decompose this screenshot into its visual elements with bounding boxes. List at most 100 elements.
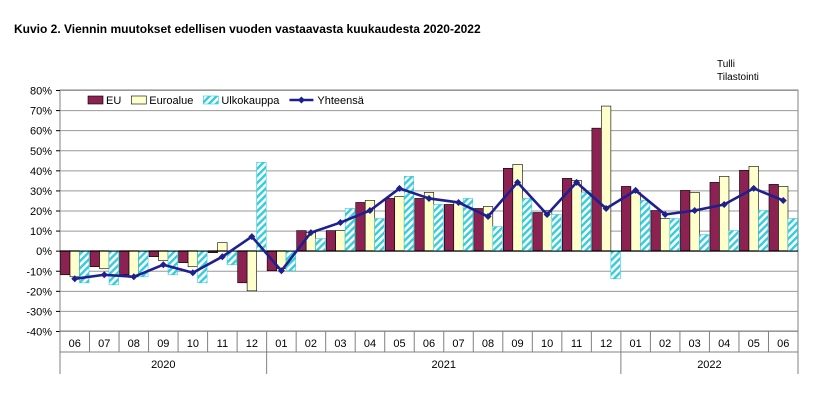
bar-ulkokauppa bbox=[374, 218, 385, 251]
chart-title: Kuvio 2. Viennin muutokset edellisen vuo… bbox=[14, 22, 481, 36]
bar-ulkokauppa bbox=[522, 198, 533, 251]
total-line-point bbox=[159, 261, 167, 269]
total-line-point bbox=[248, 233, 256, 241]
total-line-point bbox=[691, 207, 699, 214]
bar-euroalue bbox=[69, 250, 80, 278]
bar-euroalue bbox=[335, 230, 346, 251]
x-tick-label: 11 bbox=[217, 338, 228, 350]
y-tick-label: 0% bbox=[36, 246, 52, 258]
y-tick-label: 20% bbox=[30, 206, 52, 218]
y-tick-label: 60% bbox=[30, 126, 52, 138]
x-tick-label: 04 bbox=[364, 338, 376, 350]
total-line-point bbox=[100, 271, 108, 279]
bar-eu bbox=[503, 168, 514, 251]
total-line-point bbox=[750, 184, 758, 192]
x-tick-label: 07 bbox=[98, 338, 110, 350]
bar-eu bbox=[60, 250, 71, 276]
source-note: Tulli Tilastointi bbox=[717, 58, 759, 84]
bar-eu bbox=[384, 198, 396, 251]
bar-ulkokauppa bbox=[728, 230, 739, 251]
y-tick-label: 40% bbox=[30, 166, 52, 178]
x-tick-label: 01 bbox=[275, 338, 287, 350]
total-line-point bbox=[71, 275, 79, 283]
bar-eu bbox=[237, 250, 248, 284]
bar-euroalue bbox=[217, 242, 228, 251]
total-line-point bbox=[543, 211, 551, 219]
legend-label: Ulkokauppa bbox=[221, 95, 280, 107]
bar-eu bbox=[680, 190, 691, 251]
x-tick-label: 09 bbox=[157, 338, 169, 350]
bar-ulkokauppa bbox=[581, 192, 592, 251]
bar-eu bbox=[709, 182, 720, 251]
bar-eu bbox=[532, 212, 543, 251]
x-tick-label: 04 bbox=[718, 338, 730, 350]
total-line-point bbox=[425, 194, 433, 202]
y-tick-label: 80% bbox=[30, 86, 52, 98]
bar-ulkokauppa bbox=[758, 210, 769, 251]
bar-eu bbox=[325, 230, 336, 251]
legend-swatch-marker bbox=[297, 96, 305, 104]
bar-eu bbox=[414, 198, 425, 251]
total-line-point bbox=[277, 267, 285, 275]
axes: -40% -30% -20% -10% 0% 10% 20% 30% 40% 50% 60% 70% 8… bbox=[26, 86, 799, 374]
total-line-point bbox=[573, 178, 581, 186]
bar-euroalue bbox=[158, 250, 169, 262]
total-line-point bbox=[130, 273, 138, 281]
bar-eu bbox=[443, 204, 455, 251]
x-tick-label: 08 bbox=[128, 338, 140, 350]
bar-euroalue bbox=[187, 250, 198, 268]
x-tick-label: 06 bbox=[69, 338, 81, 350]
bar-ulkokauppa bbox=[256, 162, 267, 251]
total-line-point bbox=[632, 186, 640, 194]
bar-euroalue bbox=[719, 176, 730, 251]
bar-ulkokauppa bbox=[492, 226, 503, 251]
total-line-point bbox=[602, 204, 610, 212]
x-tick-label: 10 bbox=[541, 338, 553, 350]
bar-euroalue bbox=[99, 250, 110, 270]
bar-euroalue bbox=[453, 202, 464, 251]
x-tick-label: 05 bbox=[748, 338, 760, 350]
y-tick-label: 50% bbox=[30, 146, 52, 158]
bar-ulkokauppa bbox=[610, 250, 621, 280]
x-tick-label: 08 bbox=[482, 338, 494, 350]
bar-euroalue bbox=[660, 218, 671, 251]
bar-eu bbox=[591, 127, 602, 251]
y-tick-label: -40% bbox=[26, 327, 52, 339]
bar-euroalue bbox=[394, 196, 405, 251]
source-line: Tilastointi bbox=[717, 72, 759, 83]
total-line bbox=[71, 178, 787, 283]
bar-ulkokauppa bbox=[108, 250, 119, 286]
legend-swatch-eu bbox=[87, 95, 104, 105]
bar-euroalue bbox=[689, 192, 700, 251]
y-tick-label: -10% bbox=[26, 266, 52, 278]
x-tick-label: 05 bbox=[393, 338, 405, 350]
x-tick-label: 03 bbox=[689, 338, 701, 350]
bar-euroalue bbox=[601, 105, 612, 251]
x-tick-label: 11 bbox=[571, 338, 582, 350]
x-tick-label: 12 bbox=[246, 338, 258, 350]
bars bbox=[60, 105, 798, 292]
year-label: 2021 bbox=[432, 359, 456, 371]
bar-euroalue bbox=[571, 180, 582, 251]
y-tick-label: -30% bbox=[26, 306, 52, 318]
bar-euroalue bbox=[512, 164, 523, 251]
total-line-point bbox=[189, 269, 197, 277]
total-line-point bbox=[720, 200, 728, 208]
bar-ulkokauppa bbox=[315, 238, 326, 251]
total-line-point bbox=[395, 184, 403, 192]
x-tick-label: 12 bbox=[600, 338, 612, 350]
legend-swatch-euroalue bbox=[130, 95, 147, 105]
bar-ulkokauppa bbox=[344, 208, 355, 251]
bar-ulkokauppa bbox=[640, 200, 651, 251]
bar-eu bbox=[650, 210, 661, 251]
y-tick-label: 30% bbox=[30, 186, 52, 198]
bar-eu bbox=[355, 202, 366, 251]
total-line-point bbox=[514, 178, 522, 186]
bar-euroalue bbox=[748, 166, 759, 251]
bar-ulkokauppa bbox=[669, 218, 680, 251]
x-tick-label: 07 bbox=[452, 338, 464, 350]
total-line-point bbox=[661, 211, 669, 219]
source-line: Tulli bbox=[717, 59, 735, 70]
total-line-point bbox=[484, 213, 492, 221]
